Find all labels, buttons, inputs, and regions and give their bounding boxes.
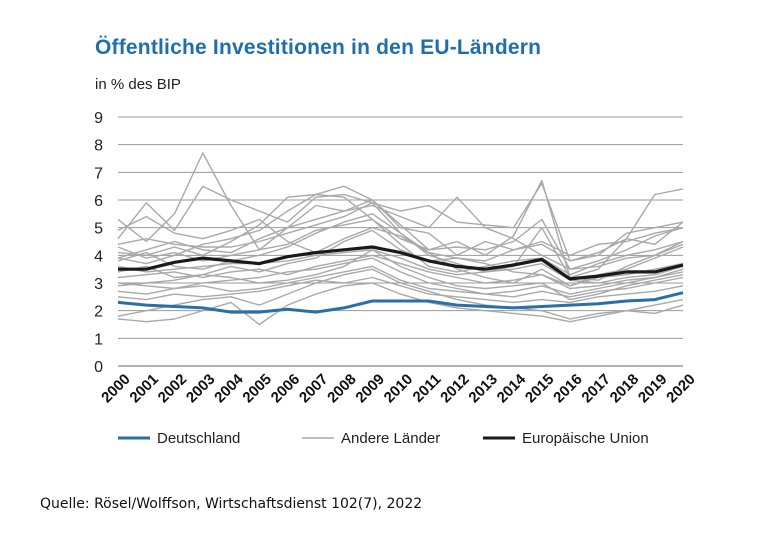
other-country-line bbox=[117, 276, 684, 304]
y-tick-label: 6 bbox=[94, 193, 103, 210]
y-tick-label: 8 bbox=[94, 138, 103, 155]
other-country-line bbox=[117, 182, 684, 262]
highlight-lines bbox=[117, 245, 684, 314]
other-country-line bbox=[117, 193, 684, 270]
x-tick-label: 2018 bbox=[607, 371, 643, 407]
other-country-line bbox=[117, 196, 684, 270]
y-axis-unit-label: in % des BIP bbox=[95, 76, 181, 93]
other-country-line bbox=[117, 265, 684, 298]
other-country-line bbox=[117, 229, 684, 287]
source-note: Quelle: Rösel/Wolffson, Wirtschaftsdiens… bbox=[40, 496, 423, 512]
x-tick-label: 2006 bbox=[268, 371, 304, 407]
other-country-line bbox=[117, 268, 684, 320]
x-tick-label: 2014 bbox=[494, 370, 530, 406]
x-tick-label: 2017 bbox=[578, 371, 614, 407]
other-country-line bbox=[117, 257, 684, 295]
y-axis-ticks: 0 1 2 3 4 5 6 7 8 9 bbox=[94, 110, 103, 376]
x-tick-label: 2007 bbox=[296, 371, 332, 407]
x-tick-label: 2011 bbox=[409, 371, 444, 406]
x-tick-label: 2009 bbox=[352, 371, 388, 407]
other-countries-lines bbox=[117, 152, 684, 326]
y-tick-label: 2 bbox=[94, 304, 103, 321]
other-country-line bbox=[117, 249, 684, 301]
x-tick-label: 2003 bbox=[183, 371, 219, 407]
y-tick-label: 1 bbox=[94, 331, 103, 348]
y-tick-label: 4 bbox=[94, 248, 103, 265]
y-tick-label: 9 bbox=[94, 110, 103, 127]
legend-label-eu: Europäische Union bbox=[522, 430, 649, 447]
x-tick-label: 2004 bbox=[211, 370, 247, 406]
x-tick-label: 2012 bbox=[437, 371, 473, 407]
x-tick-label: 2001 bbox=[126, 371, 162, 407]
x-tick-label: 2010 bbox=[381, 371, 417, 407]
legend-label-andere: Andere Länder bbox=[341, 430, 440, 447]
series-line-deutschland bbox=[117, 291, 684, 314]
other-country-line bbox=[117, 249, 684, 284]
x-axis-ticks: 2000200120022003200420052006200720082009… bbox=[98, 370, 699, 406]
x-tick-label: 2016 bbox=[550, 371, 586, 407]
x-tick-label: 2015 bbox=[522, 371, 558, 407]
series-line-europ-ische-union bbox=[118, 245, 684, 281]
y-tick-label: 5 bbox=[94, 221, 103, 238]
y-tick-label: 3 bbox=[94, 276, 103, 293]
x-tick-label: 2020 bbox=[663, 371, 699, 407]
x-tick-label: 2005 bbox=[239, 371, 275, 407]
x-tick-label: 2008 bbox=[324, 371, 360, 407]
other-country-line bbox=[117, 152, 684, 279]
other-country-line bbox=[117, 215, 684, 262]
legend: Deutschland Andere Länder Europäische Unio… bbox=[118, 430, 649, 447]
x-tick-label: 2000 bbox=[98, 371, 134, 407]
x-tick-label: 2013 bbox=[465, 371, 501, 407]
x-tick-label: 2002 bbox=[155, 371, 191, 407]
legend-label-deutschland: Deutschland bbox=[157, 430, 240, 447]
y-tick-label: 0 bbox=[94, 359, 103, 376]
x-tick-label: 2019 bbox=[635, 371, 671, 407]
chart-title: Öffentliche Investitionen in den EU-Länd… bbox=[95, 36, 542, 59]
y-tick-label: 7 bbox=[94, 165, 103, 182]
